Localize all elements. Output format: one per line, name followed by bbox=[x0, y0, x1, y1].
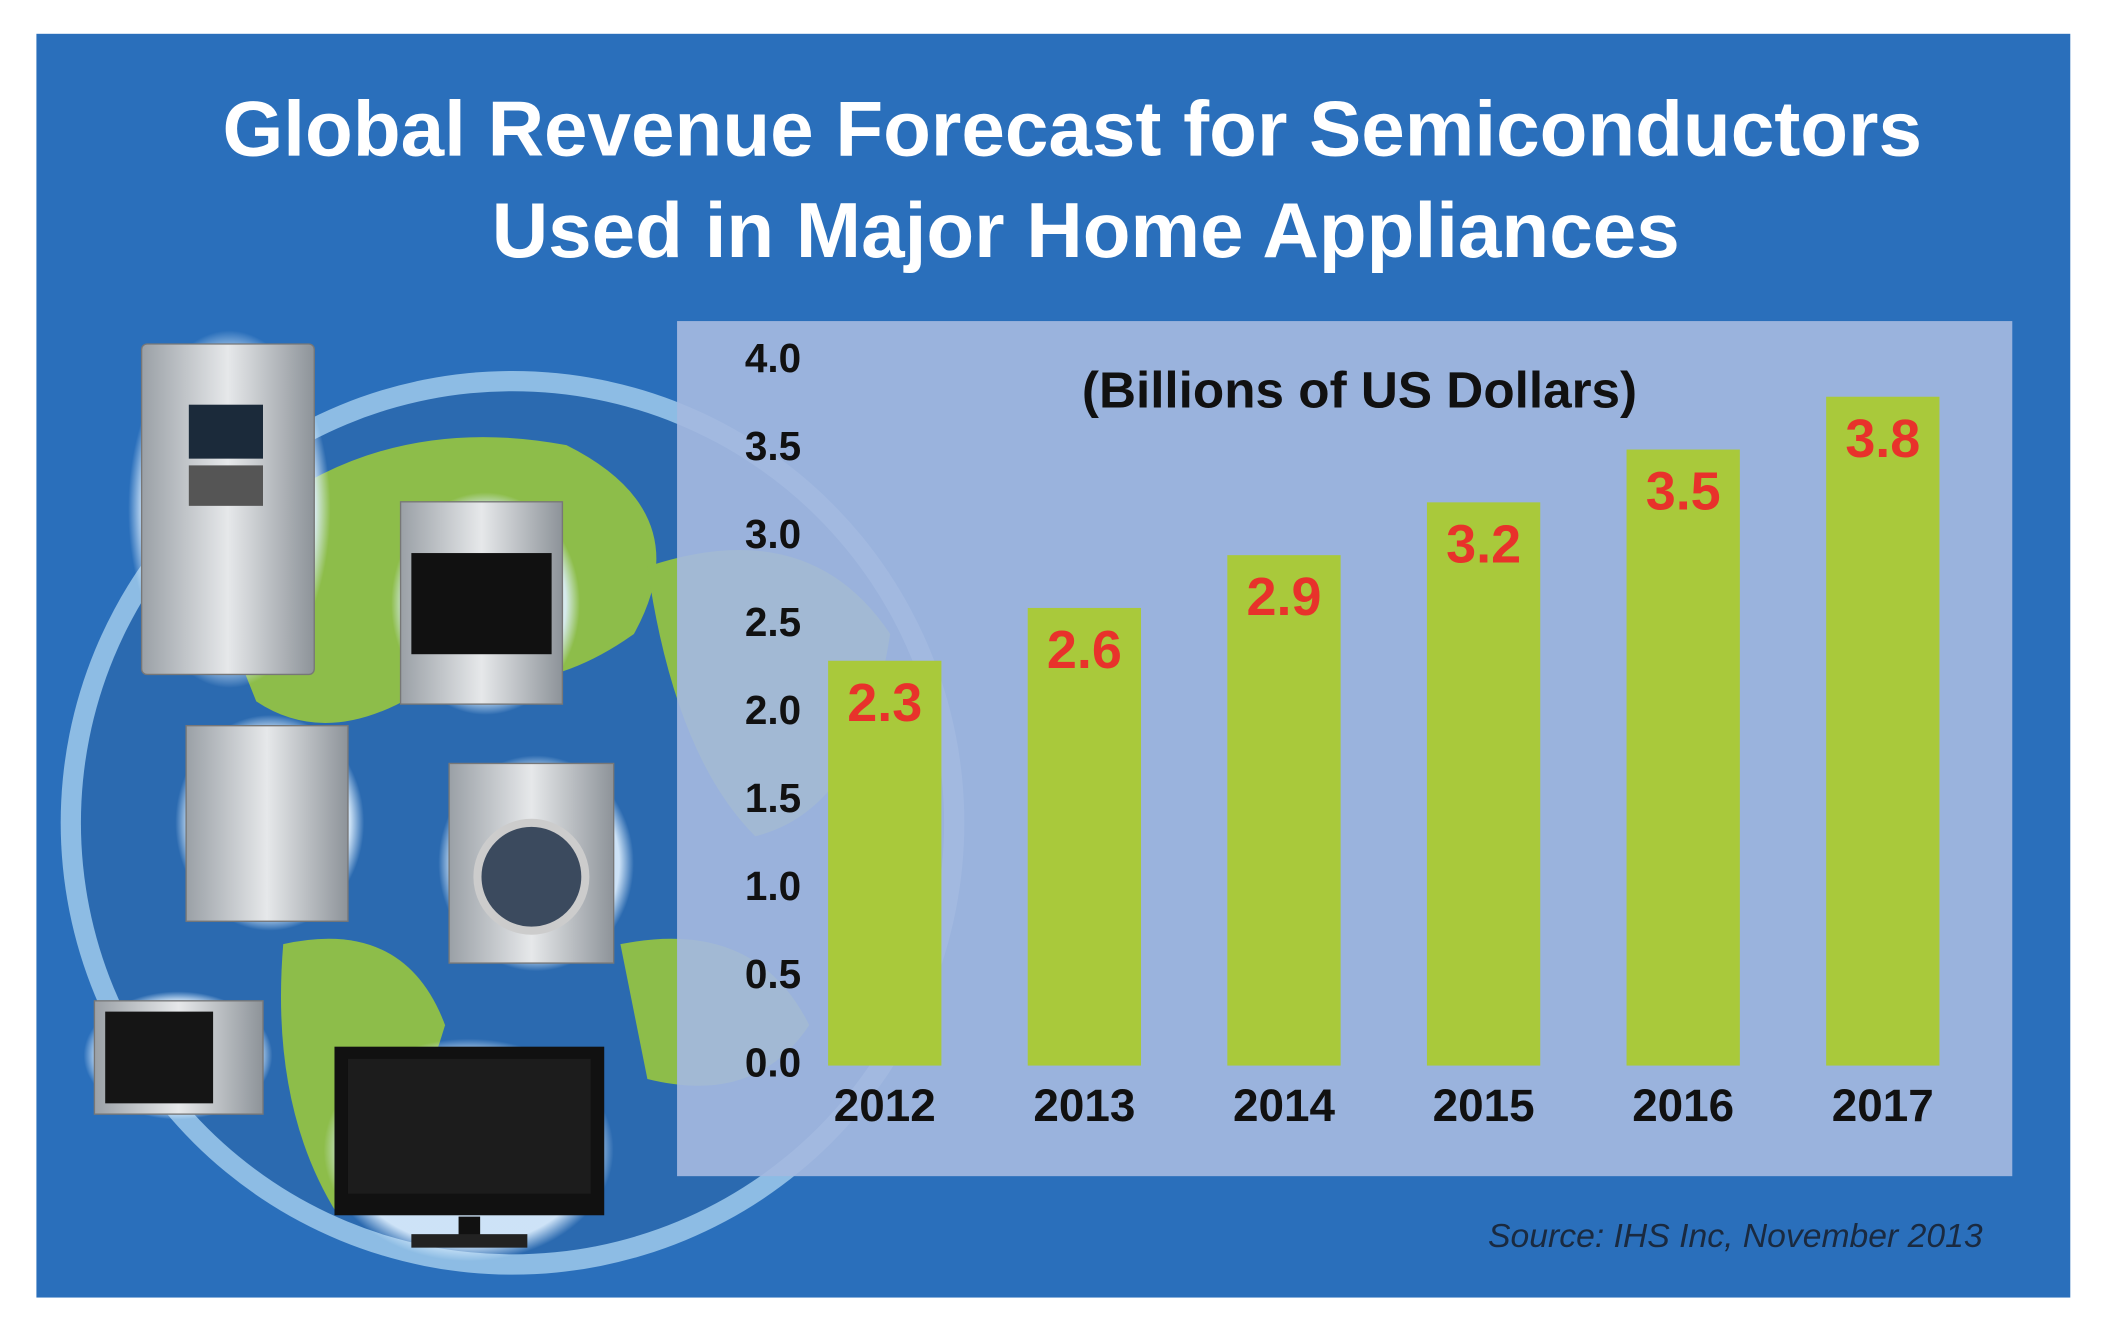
appliance-illustrations bbox=[83, 330, 634, 1262]
chart-title: Used in Major Home Appliances bbox=[492, 186, 1680, 274]
x-tick-label: 2017 bbox=[1832, 1079, 1934, 1131]
x-tick-label: 2013 bbox=[1033, 1079, 1135, 1131]
value-label: 2.9 bbox=[1246, 567, 1321, 627]
bar bbox=[1027, 607, 1142, 1066]
value-label: 3.5 bbox=[1646, 462, 1721, 522]
bar bbox=[1826, 396, 1940, 1066]
y-tick-label: 3.5 bbox=[745, 423, 801, 469]
value-label: 3.2 bbox=[1446, 514, 1521, 574]
y-tick-label: 3.0 bbox=[745, 511, 801, 557]
bar bbox=[828, 660, 942, 1066]
x-tick-label: 2012 bbox=[834, 1079, 936, 1131]
y-tick-label: 0.5 bbox=[745, 951, 801, 997]
bar bbox=[1227, 555, 1341, 1066]
bar bbox=[1426, 502, 1541, 1066]
y-tick-label: 1.0 bbox=[745, 863, 801, 909]
bar bbox=[1626, 449, 1740, 1066]
y-tick-label: 2.5 bbox=[745, 599, 801, 645]
source-note: Source: IHS Inc, November 2013 bbox=[1488, 1217, 1983, 1255]
value-label: 2.3 bbox=[847, 673, 922, 733]
x-tick-label: 2015 bbox=[1433, 1079, 1535, 1131]
x-tick-label: 2016 bbox=[1632, 1079, 1734, 1131]
y-tick-label: 0.0 bbox=[745, 1039, 801, 1085]
value-label: 2.6 bbox=[1047, 620, 1122, 680]
y-tick-label: 4.0 bbox=[745, 335, 801, 381]
chart-subtitle: (Billions of US Dollars) bbox=[1082, 361, 1637, 418]
y-tick-label: 1.5 bbox=[745, 775, 801, 821]
y-tick-label: 2.0 bbox=[745, 687, 801, 733]
value-label: 3.8 bbox=[1845, 409, 1920, 469]
chart-title: Global Revenue Forecast for Semiconducto… bbox=[222, 85, 1922, 173]
x-tick-label: 2014 bbox=[1233, 1079, 1335, 1131]
